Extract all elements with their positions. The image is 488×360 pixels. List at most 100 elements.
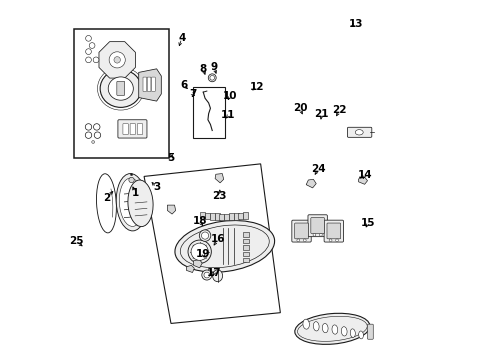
FancyBboxPatch shape — [204, 213, 210, 219]
Text: 13: 13 — [348, 19, 362, 29]
FancyBboxPatch shape — [310, 218, 324, 233]
Ellipse shape — [331, 325, 337, 334]
Text: 16: 16 — [210, 234, 224, 244]
Ellipse shape — [212, 270, 222, 282]
Polygon shape — [358, 177, 367, 184]
Ellipse shape — [191, 243, 208, 260]
Ellipse shape — [85, 132, 92, 138]
Ellipse shape — [341, 327, 346, 336]
Ellipse shape — [313, 322, 319, 331]
Text: 22: 22 — [332, 105, 346, 115]
FancyBboxPatch shape — [294, 223, 308, 239]
Ellipse shape — [187, 240, 211, 264]
FancyBboxPatch shape — [242, 239, 249, 243]
Text: 23: 23 — [212, 191, 226, 201]
Ellipse shape — [328, 239, 331, 242]
Ellipse shape — [89, 42, 95, 48]
Ellipse shape — [208, 74, 216, 82]
Polygon shape — [99, 42, 135, 78]
Text: 25: 25 — [68, 236, 83, 246]
Text: 7: 7 — [188, 89, 196, 99]
FancyBboxPatch shape — [242, 252, 249, 256]
Polygon shape — [192, 87, 224, 138]
FancyBboxPatch shape — [142, 77, 146, 91]
FancyBboxPatch shape — [326, 223, 340, 239]
Ellipse shape — [96, 174, 116, 233]
Ellipse shape — [303, 319, 309, 329]
Text: 12: 12 — [249, 82, 264, 92]
Text: 10: 10 — [223, 91, 237, 101]
FancyBboxPatch shape — [219, 214, 224, 220]
Ellipse shape — [296, 239, 299, 242]
FancyBboxPatch shape — [118, 120, 147, 138]
Ellipse shape — [294, 313, 369, 345]
FancyBboxPatch shape — [147, 77, 151, 91]
Text: 2: 2 — [102, 193, 110, 203]
FancyBboxPatch shape — [200, 212, 205, 219]
Ellipse shape — [358, 331, 363, 339]
Ellipse shape — [128, 177, 134, 183]
FancyBboxPatch shape — [137, 124, 142, 134]
Text: 5: 5 — [167, 153, 174, 163]
Text: 17: 17 — [206, 268, 221, 278]
Text: 8: 8 — [199, 64, 206, 74]
Ellipse shape — [114, 57, 120, 63]
Ellipse shape — [109, 52, 125, 68]
FancyBboxPatch shape — [130, 124, 135, 134]
Ellipse shape — [85, 57, 91, 63]
Text: 1: 1 — [131, 188, 139, 198]
FancyBboxPatch shape — [224, 214, 228, 220]
FancyBboxPatch shape — [242, 245, 249, 249]
Ellipse shape — [94, 132, 101, 138]
Ellipse shape — [85, 124, 92, 130]
FancyBboxPatch shape — [209, 213, 214, 220]
Ellipse shape — [319, 234, 322, 236]
Ellipse shape — [312, 234, 315, 236]
Ellipse shape — [85, 36, 91, 41]
Ellipse shape — [209, 76, 214, 80]
FancyBboxPatch shape — [367, 324, 372, 339]
FancyBboxPatch shape — [242, 258, 249, 262]
Polygon shape — [74, 30, 169, 158]
Ellipse shape — [349, 329, 355, 337]
Ellipse shape — [92, 140, 94, 143]
FancyBboxPatch shape — [238, 213, 243, 219]
Ellipse shape — [128, 180, 153, 226]
Ellipse shape — [201, 232, 208, 239]
Ellipse shape — [93, 57, 99, 63]
Ellipse shape — [130, 174, 132, 176]
Ellipse shape — [175, 221, 274, 272]
FancyBboxPatch shape — [307, 215, 326, 237]
Text: 9: 9 — [210, 62, 217, 72]
FancyBboxPatch shape — [242, 232, 249, 237]
Ellipse shape — [322, 323, 327, 333]
FancyBboxPatch shape — [291, 220, 310, 242]
FancyBboxPatch shape — [117, 81, 124, 95]
Ellipse shape — [108, 77, 133, 100]
Ellipse shape — [100, 70, 141, 107]
Text: 4: 4 — [178, 33, 185, 43]
Text: 15: 15 — [360, 218, 375, 228]
Ellipse shape — [355, 130, 363, 135]
Ellipse shape — [119, 178, 143, 226]
Text: 3: 3 — [153, 182, 160, 192]
FancyBboxPatch shape — [228, 213, 233, 220]
Text: 14: 14 — [357, 170, 371, 180]
FancyBboxPatch shape — [346, 127, 371, 137]
Text: 19: 19 — [196, 248, 210, 258]
Ellipse shape — [335, 239, 338, 242]
Polygon shape — [215, 174, 223, 183]
Ellipse shape — [199, 230, 210, 241]
Ellipse shape — [303, 239, 305, 242]
FancyBboxPatch shape — [233, 213, 238, 220]
Ellipse shape — [116, 174, 146, 231]
Text: 20: 20 — [292, 103, 306, 113]
FancyBboxPatch shape — [122, 124, 128, 134]
Text: 24: 24 — [310, 164, 325, 174]
Polygon shape — [167, 205, 175, 214]
Text: 11: 11 — [221, 111, 235, 121]
FancyBboxPatch shape — [151, 77, 155, 91]
FancyBboxPatch shape — [243, 212, 247, 219]
Text: 21: 21 — [314, 109, 328, 119]
FancyBboxPatch shape — [214, 213, 219, 220]
